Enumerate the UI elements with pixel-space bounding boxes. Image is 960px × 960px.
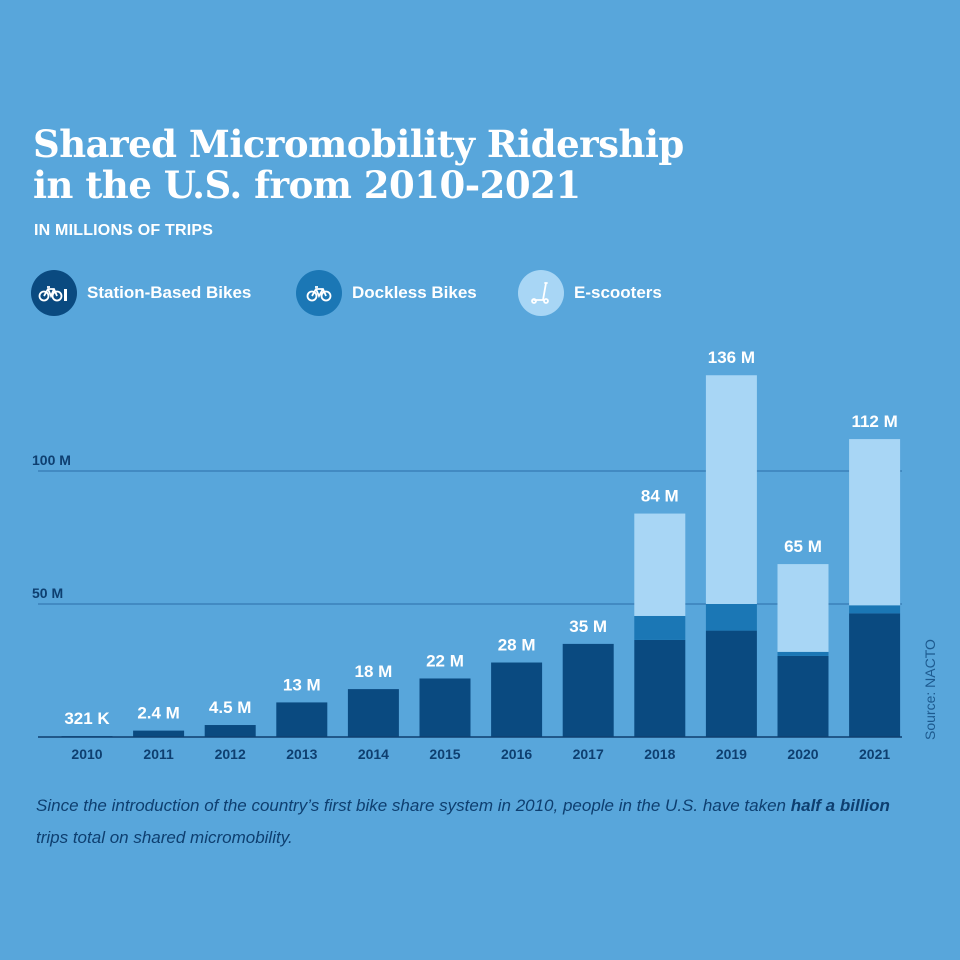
station-bike-icon — [31, 270, 77, 316]
caption-text-end: trips total on shared micromobility. — [36, 828, 293, 847]
data-label-2014: 18 M — [355, 662, 393, 681]
bar-station-based-bikes2014 — [347, 689, 399, 737]
bar-chart: 50 M 100 M 321 K 2010 2.4 M 2011 4.5 M 2012 13 M… — [32, 348, 902, 762]
legend-label-scooter: E-scooters — [574, 283, 662, 302]
bar-e-scooters2018 — [634, 513, 686, 616]
title-line-2: in the U.S. from 2010-2021 — [33, 163, 581, 207]
legend-item-dockless: Dockless Bikes — [296, 270, 477, 316]
y-tick-label: 50 M — [32, 585, 63, 601]
bar-station-based-bikes2015 — [419, 678, 471, 737]
chart-title: Shared Micromobility Ridership in the U.… — [33, 124, 684, 206]
data-label-2013: 13 M — [283, 675, 321, 694]
bar-station-based-bikes2016 — [491, 662, 543, 737]
y-tick-label: 100 M — [32, 452, 71, 468]
title-line-1: Shared Micromobility Ridership — [33, 122, 684, 166]
bar-dockless-bikes2019 — [705, 604, 757, 631]
legend-item-station: Station-Based Bikes — [31, 270, 251, 316]
legend-item-scooter: E-scooters — [518, 270, 662, 316]
data-label-2011: 2.4 M — [137, 704, 180, 723]
x-tick-label-2019: 2019 — [716, 746, 747, 762]
x-tick-label-2013: 2013 — [286, 746, 317, 762]
x-tick-label-2017: 2017 — [573, 746, 604, 762]
caption-highlight: half a billion — [790, 796, 890, 815]
data-label-2021: 112 M — [851, 412, 897, 431]
data-label-2019: 136 M — [708, 348, 755, 367]
x-tick-label-2010: 2010 — [71, 746, 102, 762]
x-tick-label-2014: 2014 — [358, 746, 389, 762]
data-label-2016: 28 M — [498, 636, 536, 655]
scooter-icon — [518, 270, 564, 316]
data-label-2017: 35 M — [569, 617, 607, 636]
bar-station-based-bikes2011 — [133, 730, 185, 737]
data-label-2012: 4.5 M — [209, 698, 252, 717]
bar-station-based-bikes2020 — [777, 655, 829, 737]
bar-station-based-bikes2018 — [634, 639, 686, 737]
x-tick-label-2016: 2016 — [501, 746, 532, 762]
bar-station-based-bikes2021 — [849, 613, 901, 737]
x-tick-label-2015: 2015 — [429, 746, 460, 762]
bar-station-based-bikes2012 — [204, 725, 256, 737]
bar-dockless-bikes2018 — [634, 615, 686, 640]
bar-station-based-bikes2013 — [276, 702, 328, 737]
bar-e-scooters2020 — [777, 564, 829, 652]
bar-station-based-bikes2019 — [705, 630, 757, 737]
bar-dockless-bikes2021 — [849, 605, 901, 614]
legend-label-dockless: Dockless Bikes — [352, 283, 477, 302]
x-tick-label-2018: 2018 — [644, 746, 675, 762]
legend-label-station: Station-Based Bikes — [87, 283, 252, 302]
bar-e-scooters2019 — [705, 375, 757, 604]
x-tick-label-2021: 2021 — [859, 746, 890, 762]
data-label-2020: 65 M — [784, 537, 822, 556]
caption: Since the introduction of the country’s … — [36, 790, 916, 854]
legend: Station-Based Bikes Dockless Bikes E-sco… — [0, 270, 960, 320]
chart-subtitle: IN MILLIONS OF TRIPS — [34, 222, 214, 239]
data-label-2010: 321 K — [64, 709, 110, 728]
caption-text-start: Since the introduction of the country’s … — [36, 796, 791, 815]
bar-e-scooters2021 — [849, 439, 901, 606]
source-note: Source: NACTO — [922, 639, 938, 740]
bar-dockless-bikes2020 — [777, 651, 829, 656]
bar-station-based-bikes2017 — [562, 643, 614, 737]
x-tick-label-2020: 2020 — [787, 746, 818, 762]
data-label-2018: 84 M — [641, 487, 679, 506]
x-tick-label-2012: 2012 — [215, 746, 246, 762]
data-label-2015: 22 M — [426, 651, 464, 670]
bike-icon — [296, 270, 342, 316]
x-tick-label-2011: 2011 — [143, 746, 174, 762]
